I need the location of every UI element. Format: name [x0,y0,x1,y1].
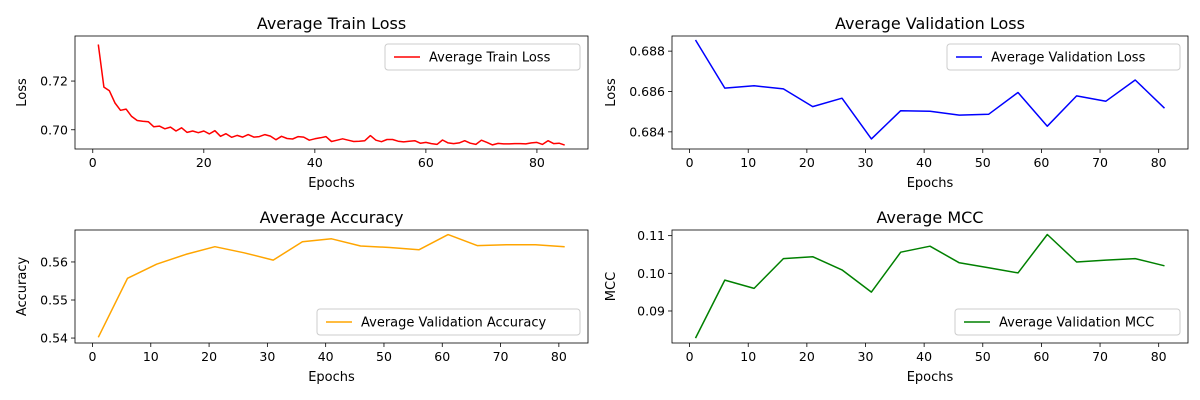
subplot-3: Average Accuracy 0 10 20 30 40 50 60 70 80 0.54 0.5… [15,208,589,385]
y-tick-label: 0.684 [629,124,665,139]
x-tick-label: 60 [1033,155,1049,170]
chart-title: Average MCC [877,208,984,227]
legend-label: Average Validation Loss [991,51,1146,66]
y-tick-label: 0.686 [629,84,665,99]
x-tick-label: 80 [551,349,567,364]
y-axis-label: MCC [604,272,619,301]
x-tick-label: 0 [686,349,694,364]
x-tick-label: 60 [418,155,434,170]
x-tick-label: 10 [740,155,756,170]
y-axis-label: Loss [15,78,30,107]
x-tick-label: 70 [1092,349,1108,364]
chart-title: Average Validation Loss [835,14,1025,33]
x-tick-label: 30 [858,155,874,170]
chart-title: Average Accuracy [260,208,404,227]
y-axis-label: Accuracy [15,257,30,317]
x-tick-label: 30 [259,349,275,364]
x-tick-label: 0 [89,349,97,364]
chart-title: Average Train Loss [257,14,406,33]
x-tick-label: 20 [799,155,815,170]
y-tick-label: 0.11 [637,228,665,243]
plot-area [74,35,589,150]
plot-area [671,35,1189,150]
x-tick-label: 60 [434,349,450,364]
legend-box [384,43,581,71]
x-axis-label: Epochs [308,370,355,385]
x-tick-label: 0 [89,155,97,170]
x-tick-label: 0 [686,155,694,170]
plot-area [671,229,1189,344]
x-tick-label: 20 [799,349,815,364]
x-tick-label: 70 [493,349,509,364]
y-tick-label: 0.72 [40,74,68,89]
legend: Average Train Loss [384,43,581,71]
x-axis-label: Epochs [907,176,954,191]
x-axis-label: Epochs [907,370,954,385]
x-tick-label: 40 [916,155,932,170]
y-axis-label: Loss [604,78,619,107]
x-axis-label: Epochs [308,176,355,191]
x-tick-label: 80 [529,155,545,170]
legend-box [954,308,1181,336]
x-tick-label: 30 [858,349,874,364]
x-tick-label: 10 [143,349,159,364]
x-tick-label: 40 [318,349,334,364]
legend: Average Validation Loss [946,43,1181,71]
legend: Average Validation MCC [954,308,1181,336]
legend-label: Average Validation Accuracy [361,316,546,331]
x-tick-label: 60 [1033,349,1049,364]
subplot-4: Average MCC 0 10 20 30 40 50 60 70 80 0.09 0.10 0.11… [604,208,1189,385]
x-tick-label: 50 [975,349,991,364]
x-tick-label: 80 [1151,155,1167,170]
x-tick-label: 20 [201,349,217,364]
series-line [694,39,1166,140]
legend-box [316,308,581,336]
x-tick-label: 70 [1092,155,1108,170]
legend-label: Average Train Loss [429,51,551,66]
x-tick-label: 80 [1151,349,1167,364]
legend: Average Validation Accuracy [316,308,581,336]
subplot-2: Average Validation Loss 0 10 20 30 40 50 60 70 80… [604,14,1189,191]
y-tick-label: 0.09 [637,303,665,318]
y-tick-label: 0.55 [40,293,68,308]
x-tick-label: 40 [307,155,323,170]
y-tick-label: 0.10 [637,266,665,281]
series-line [97,44,565,146]
x-tick-label: 20 [196,155,212,170]
x-tick-label: 50 [975,155,991,170]
y-tick-label: 0.688 [629,44,665,59]
y-tick-label: 0.56 [40,254,68,269]
plot-area [74,229,589,344]
series-line [694,233,1165,339]
y-tick-label: 0.70 [40,122,68,137]
subplot-1: Average Train Loss 0 20 40 60 80 0.70 0.72 Epoch… [15,14,589,191]
series-line [97,233,565,338]
x-tick-label: 50 [376,349,392,364]
legend-box [946,43,1181,71]
x-tick-label: 40 [916,349,932,364]
legend-label: Average Validation MCC [999,316,1154,331]
x-tick-label: 10 [740,349,756,364]
y-tick-label: 0.54 [40,331,68,346]
